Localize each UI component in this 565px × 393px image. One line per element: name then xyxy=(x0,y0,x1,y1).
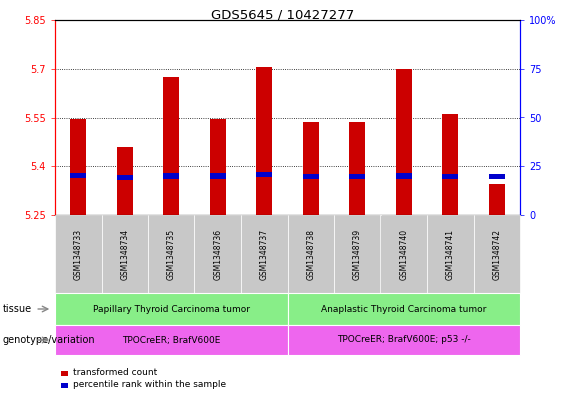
Bar xyxy=(256,67,272,215)
Text: GSM1348733: GSM1348733 xyxy=(74,228,82,279)
Text: GSM1348736: GSM1348736 xyxy=(213,228,222,279)
Bar xyxy=(349,122,366,215)
Bar xyxy=(163,173,180,178)
Bar xyxy=(210,173,226,178)
Bar xyxy=(163,77,180,215)
Bar xyxy=(442,114,458,215)
Text: genotype/variation: genotype/variation xyxy=(3,335,95,345)
Text: Papillary Thyroid Carcinoma tumor: Papillary Thyroid Carcinoma tumor xyxy=(93,305,250,314)
Text: Anaplastic Thyroid Carcinoma tumor: Anaplastic Thyroid Carcinoma tumor xyxy=(321,305,486,314)
Bar xyxy=(489,174,505,179)
Text: GSM1348738: GSM1348738 xyxy=(306,228,315,279)
Text: GSM1348735: GSM1348735 xyxy=(167,228,176,279)
Bar xyxy=(442,174,458,179)
Bar xyxy=(256,172,272,177)
Text: TPOCreER; BrafV600E: TPOCreER; BrafV600E xyxy=(122,336,220,345)
Bar xyxy=(70,173,86,178)
Bar xyxy=(396,173,412,178)
Bar xyxy=(396,69,412,215)
Text: TPOCreER; BrafV600E; p53 -/-: TPOCreER; BrafV600E; p53 -/- xyxy=(337,336,471,345)
Text: GSM1348737: GSM1348737 xyxy=(260,228,269,279)
Text: GSM1348734: GSM1348734 xyxy=(120,228,129,279)
Text: GSM1348739: GSM1348739 xyxy=(353,228,362,279)
Text: GDS5645 / 10427277: GDS5645 / 10427277 xyxy=(211,8,354,21)
Text: GSM1348741: GSM1348741 xyxy=(446,228,455,279)
Bar xyxy=(70,119,86,215)
Bar xyxy=(349,174,366,179)
Text: tissue: tissue xyxy=(3,304,32,314)
Bar xyxy=(303,174,319,179)
Bar xyxy=(303,122,319,215)
Text: GSM1348740: GSM1348740 xyxy=(399,228,408,279)
Bar xyxy=(489,184,505,215)
Text: transformed count: transformed count xyxy=(73,368,158,377)
Text: percentile rank within the sample: percentile rank within the sample xyxy=(73,380,227,389)
Bar xyxy=(210,119,226,215)
Bar xyxy=(116,147,133,215)
Bar xyxy=(116,175,133,180)
Text: GSM1348742: GSM1348742 xyxy=(492,228,501,279)
